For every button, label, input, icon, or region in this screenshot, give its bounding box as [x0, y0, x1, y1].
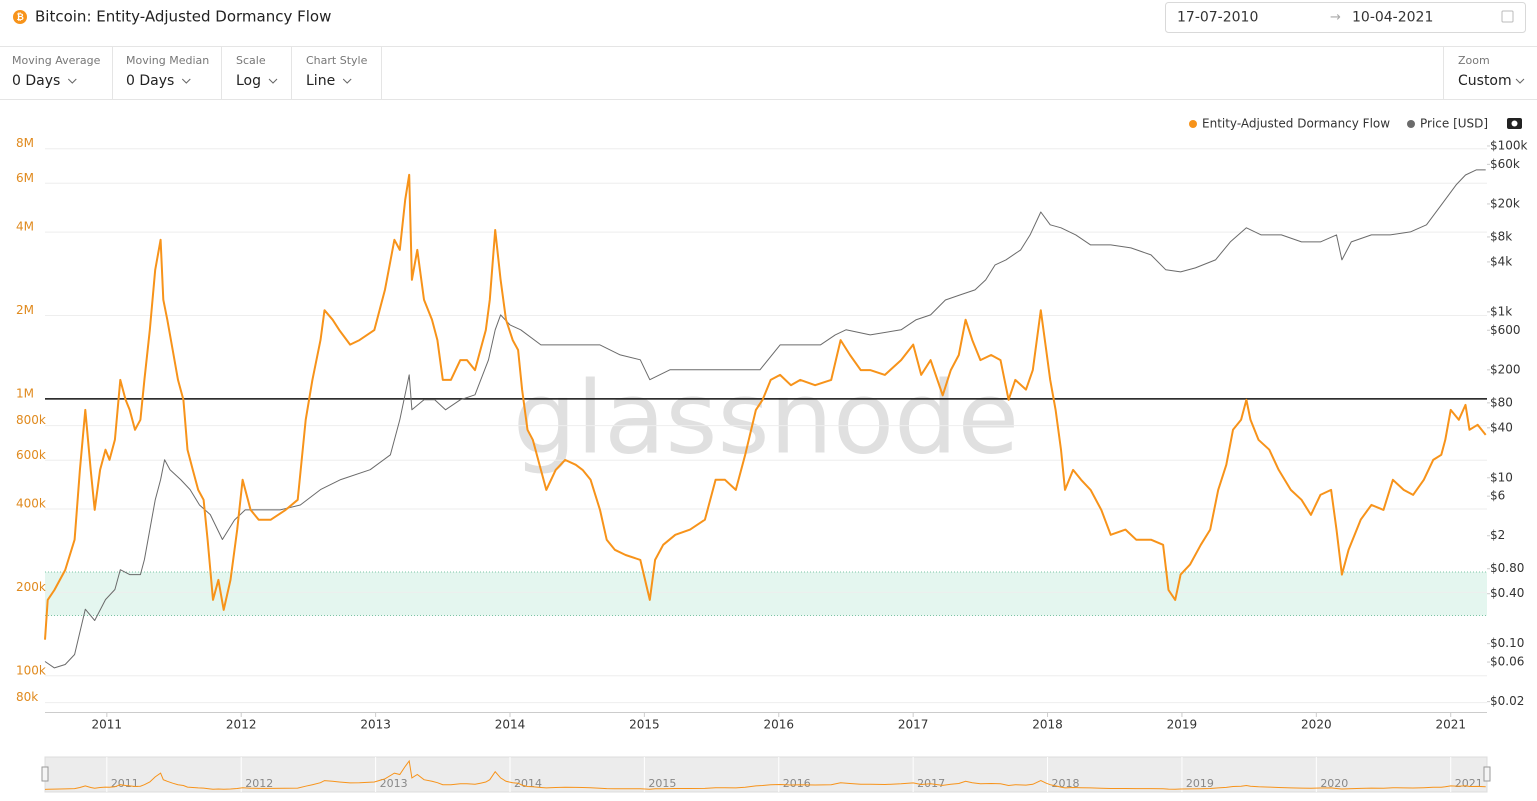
- navigator-handle[interactable]: [41, 766, 49, 782]
- legend-marker[interactable]: [1407, 120, 1415, 128]
- y2-tick-label: $100k: [1490, 138, 1528, 152]
- bitcoin-icon-glyph: ₿: [17, 12, 24, 23]
- y-tick-label: 400k: [16, 497, 46, 511]
- control-label: Scale: [236, 54, 266, 67]
- y2-tick-label: $1k: [1490, 304, 1512, 318]
- x-tick-label: 2020: [1301, 718, 1332, 732]
- y-tick-label: 2M: [16, 303, 34, 317]
- navigator: [44, 756, 1488, 793]
- x-tick-label: 2016: [763, 718, 794, 732]
- date-range[interactable]: [1165, 2, 1526, 33]
- y2-tick-label: $0.06: [1490, 655, 1524, 669]
- x-tick-label: 2017: [898, 718, 929, 732]
- zoom-value[interactable]: Custom: [1458, 73, 1512, 89]
- chevron: [268, 78, 278, 84]
- date-from[interactable]: 17-07-2010: [1177, 10, 1258, 26]
- y2-tick-label: $0.80: [1490, 561, 1524, 575]
- zoom-label: Zoom: [1458, 54, 1490, 67]
- navigator-label: 2019: [1186, 777, 1214, 790]
- navigator-line: [44, 759, 1486, 790]
- y2-tick-label: $0.10: [1490, 636, 1524, 650]
- navigator-label: 2020: [1320, 777, 1348, 790]
- legend-label[interactable]: Entity-Adjusted Dormancy Flow: [1202, 117, 1390, 131]
- y2-tick-label: $2: [1490, 528, 1505, 542]
- navigator-label: 2015: [648, 777, 676, 790]
- camera-lens: [1511, 120, 1518, 127]
- y-tick-label: 6M: [16, 171, 34, 185]
- y2-tick-label: $0.02: [1490, 694, 1524, 708]
- y-tick-label: 80k: [16, 690, 38, 704]
- y2-tick-label: $600: [1490, 323, 1521, 337]
- control-value[interactable]: Log: [236, 73, 261, 89]
- y2-tick-label: $8k: [1490, 229, 1512, 243]
- x-tick-label: 2014: [495, 718, 526, 732]
- chevron: [342, 78, 352, 84]
- series-line: [44, 173, 1487, 640]
- y2-tick-label: $200: [1490, 362, 1521, 376]
- calendar-icon[interactable]: [1501, 10, 1514, 23]
- band: [45, 571, 1487, 616]
- navigator-label: 2012: [245, 777, 273, 790]
- control-value[interactable]: 0 Days: [126, 73, 174, 89]
- y2-tick-label: $10: [1490, 470, 1513, 484]
- x-tick-label: 2019: [1167, 718, 1198, 732]
- navigator-label: 2016: [783, 777, 811, 790]
- y-tick-label: 800k: [16, 413, 46, 427]
- x-tick-label: 2018: [1032, 718, 1063, 732]
- y-tick-label: 100k: [16, 663, 46, 677]
- control-label: Chart Style: [306, 54, 368, 67]
- navigator-label: 2013: [380, 777, 408, 790]
- y-tick-label: 4M: [16, 220, 34, 234]
- y-tick-label: 200k: [16, 580, 46, 594]
- chevron: [181, 78, 191, 84]
- navigator-label: 2021: [1455, 777, 1483, 790]
- y2-tick-label: $0.40: [1490, 586, 1524, 600]
- chevron: [67, 78, 77, 84]
- control-value[interactable]: Line: [306, 73, 335, 89]
- control-label: Moving Average: [12, 54, 101, 67]
- x-tick-label: 2013: [360, 718, 391, 732]
- bitcoin-icon: [13, 10, 27, 24]
- date-arrow: →: [1330, 10, 1341, 25]
- y2-tick-label: $20k: [1490, 196, 1520, 210]
- x-tick-label: 2015: [629, 718, 660, 732]
- y-tick-label: 1M: [16, 386, 34, 400]
- controls: Moving Average 0 Days Moving Median 0 Days S…: [12, 47, 382, 99]
- x-tick-label: 2011: [92, 718, 123, 732]
- control-label: Moving Median: [126, 54, 209, 67]
- y2-tick-label: $60k: [1490, 157, 1520, 171]
- y2-tick-label: $40: [1490, 420, 1513, 434]
- y-tick-label: 8M: [16, 136, 34, 150]
- chart: glassnode 80k 100k 200k 400k 600k 800k 1M 2M 4M 6M…: [16, 117, 1528, 793]
- x-tick-label: 2012: [226, 718, 257, 732]
- date-to[interactable]: 10-04-2021: [1352, 10, 1433, 26]
- legend-label[interactable]: Price [USD]: [1420, 117, 1488, 131]
- y2-tick-label: $80: [1490, 395, 1513, 409]
- series-line: [44, 169, 1486, 669]
- legend-marker[interactable]: [1189, 120, 1197, 128]
- chevron: [1515, 78, 1525, 84]
- x-tick-label: 2021: [1435, 718, 1466, 732]
- y2-tick-label: $6: [1490, 489, 1505, 503]
- page-title: Bitcoin: Entity-Adjusted Dormancy Flow: [35, 8, 331, 26]
- y2-tick-label: $4k: [1490, 254, 1512, 268]
- navigator-handle[interactable]: [1483, 766, 1491, 782]
- y-tick-label: 600k: [16, 448, 46, 462]
- control-value[interactable]: 0 Days: [12, 73, 60, 89]
- watermark: glassnode: [513, 359, 1019, 476]
- navigator-label: 2011: [111, 777, 139, 790]
